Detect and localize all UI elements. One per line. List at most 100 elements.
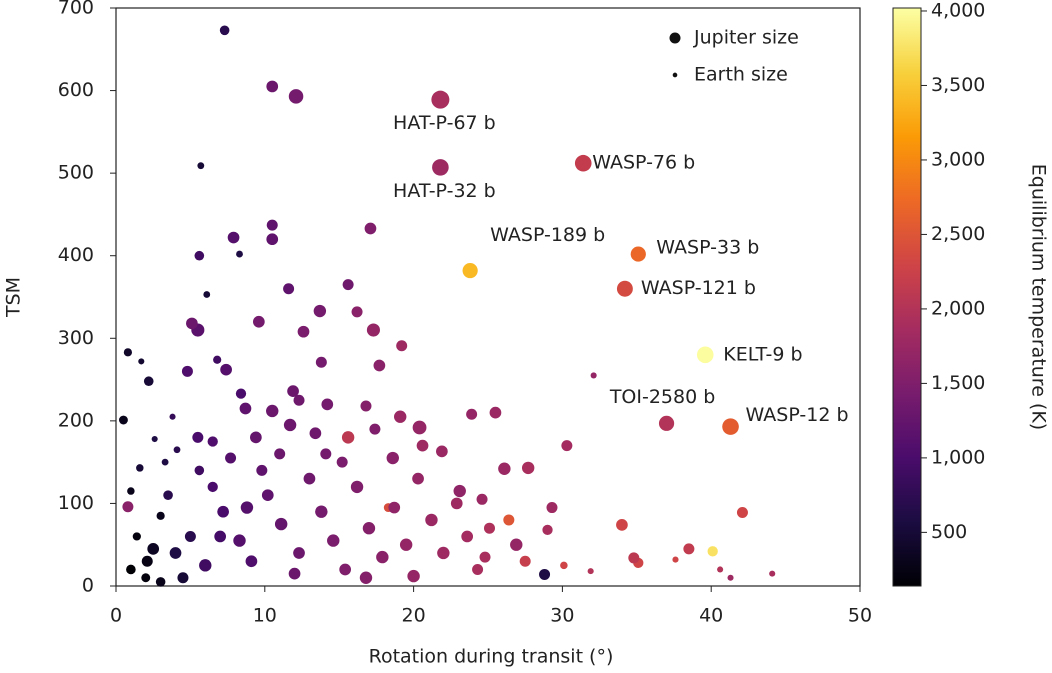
planet-point [560,561,568,570]
planet-point [476,493,488,505]
planet-point [225,452,237,464]
planet-point [327,534,340,547]
x-tick-label: 30 [550,605,574,627]
planet-point [727,574,734,581]
planet-point [369,423,381,435]
planet-point [141,555,153,567]
planet-point [207,436,218,447]
size-legend-label: Earth size [694,64,788,86]
y-axis-label: TSM [3,277,25,318]
planet-label: HAT-P-32 b [393,180,496,202]
planet-point [339,563,352,576]
planet-point [461,530,474,543]
planet-point [197,162,205,170]
y-tick-label: 500 [58,162,94,184]
colorbar-tick-label: 3,500 [931,74,985,96]
planet-point [412,472,424,485]
planet-point [587,568,594,575]
colorbar-tick-label: 1,500 [931,372,985,394]
size-legend-label: Jupiter size [693,27,799,49]
planet-point [252,315,265,328]
planet-point [362,522,376,535]
planet-point [320,448,332,460]
x-tick-label: 50 [848,605,872,627]
planet-point [366,323,380,337]
colorbar-tick-label: 500 [931,521,967,543]
planet-point [472,563,484,575]
plot-frame [115,7,861,587]
planet-point [161,458,169,466]
planet-point [396,340,408,352]
planet-point [213,355,222,364]
planet-point [416,439,429,452]
planet-point [313,304,327,318]
planet-point [219,25,230,36]
planet-point [394,410,407,423]
planet-point [184,530,196,542]
planet-label: WASP-76 b [592,152,695,174]
planet-point [432,159,449,176]
size-legend-marker [672,72,678,78]
planet-point [143,376,154,387]
planet-point [407,569,420,583]
x-tick-label: 10 [253,605,277,627]
planet-point [616,280,633,297]
planet-point [616,519,628,531]
planet-point [266,80,279,93]
y-tick-label: 100 [58,492,94,514]
planet-point [350,480,364,494]
planet-point [542,524,553,536]
planet-point [489,406,502,419]
planet-point [386,451,399,465]
planet-point [240,501,254,514]
planet-point [138,358,145,365]
planet-point [546,502,558,514]
planet-point [245,555,258,568]
y-tick-label: 300 [58,327,94,349]
planet-point [539,568,551,580]
planet-point [151,435,158,443]
planet-point [630,246,646,262]
planet-point [297,325,310,338]
planet-point [256,464,268,476]
planet-point [266,233,279,246]
colorbar-tick-label: 4,000 [931,0,985,21]
planet-point [293,547,305,559]
planet-point [227,231,240,244]
planet-point [132,532,141,541]
colorbar-tick-label: 2,000 [931,297,985,319]
y-tick-label: 700 [58,0,94,19]
planet-point [192,431,204,443]
planet-point [122,501,134,513]
planet-point [503,514,515,526]
planet-point [561,440,573,452]
planet-label: WASP-12 b [746,404,849,426]
planet-point [590,372,597,379]
y-tick-label: 600 [58,79,94,101]
planet-point [315,356,327,368]
size-legend-marker [669,32,681,44]
planet-point [250,431,262,444]
planet-point [466,408,478,420]
planet-point [126,564,136,575]
planet-point [194,465,205,476]
planet-point [722,418,739,435]
planet-label: WASP-121 b [641,277,756,299]
planet-point [683,543,695,555]
planet-point [450,497,463,510]
planet-point [239,402,252,415]
planet-point [412,420,427,435]
planet-label: KELT-9 b [723,343,802,365]
planet-point [203,291,211,298]
planet-point [479,551,491,563]
planet-point [214,530,227,543]
colorbar-tick-label: 2,500 [931,223,985,245]
planet-point [287,385,299,397]
planet-point [574,154,592,172]
y-tick-label: 0 [82,575,94,597]
planet-label: TOI-2580 b [609,386,715,408]
planet-point [169,413,176,420]
planet-point [236,250,243,258]
